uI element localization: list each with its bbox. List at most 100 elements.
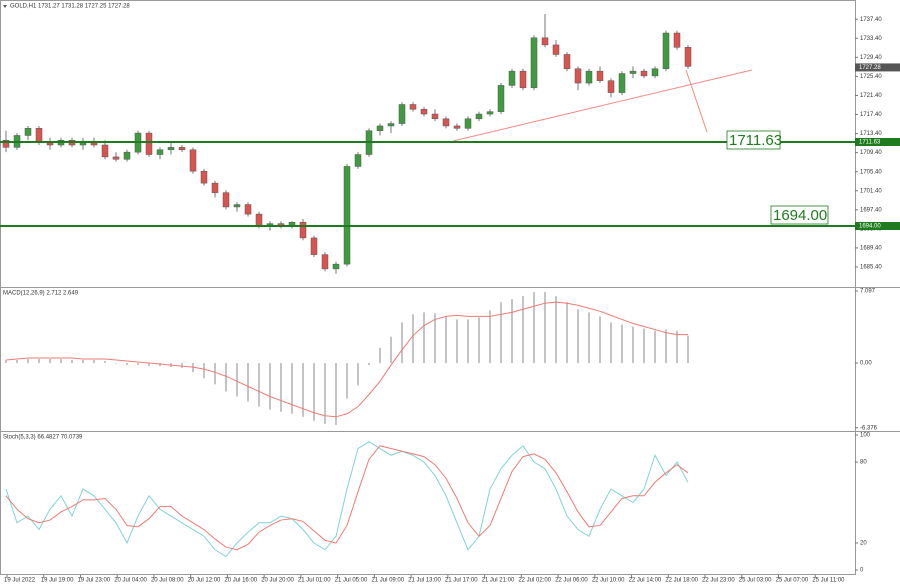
y-tick-label: 1705.40: [860, 169, 882, 175]
last-price-tag: [855, 63, 900, 72]
x-tick-label: 20 Jul 20:00: [261, 578, 294, 584]
candle-body: [420, 109, 428, 115]
candle-body: [321, 254, 329, 270]
macd-bar: [5, 360, 7, 364]
level-annotation: 1694.00: [773, 207, 827, 224]
x-tick-label: 20 Jul 12:00: [188, 578, 221, 584]
candle-body: [673, 32, 681, 48]
macd-bar: [665, 329, 667, 364]
macd-bar: [148, 363, 150, 367]
macd-bar: [412, 314, 414, 364]
macd-bar: [522, 296, 524, 364]
candle-body: [552, 44, 560, 55]
x-tick-label: 19 Jul 2022: [4, 578, 36, 584]
y-tick-label: -6.376: [860, 425, 878, 431]
level-tag-label: 1711.63: [859, 140, 881, 146]
macd-bar: [159, 363, 161, 367]
level-annotation-box: [770, 205, 829, 225]
macd-bar: [566, 302, 568, 364]
macd-bar: [104, 361, 106, 364]
macd-bar: [423, 312, 425, 364]
y-tick-label: 80: [860, 460, 867, 466]
candle-body: [651, 68, 659, 77]
x-tick-label: 22 Jul 02:00: [518, 578, 551, 584]
macd-bar: [599, 316, 601, 364]
x-tick-label: 25 Jul 03:00: [739, 578, 772, 584]
macd-bar: [137, 363, 139, 366]
level-tag: [855, 222, 900, 231]
macd-bar: [544, 292, 546, 364]
macd-bar: [313, 363, 315, 421]
candle-body: [343, 166, 351, 265]
x-tick-label: 20 Jul 04:00: [114, 578, 147, 584]
candle-body: [508, 70, 516, 86]
y-tick-label: 1737.40: [860, 17, 882, 23]
candle-body: [189, 149, 197, 172]
trend-line: [452, 69, 753, 142]
macd-bar: [676, 330, 678, 364]
y-tick-label: 1713.40: [860, 131, 882, 137]
candle-body: [442, 118, 450, 127]
candle-body: [618, 73, 626, 93]
candle-body: [662, 32, 670, 70]
x-tick-label: 21 Jul 13:00: [408, 578, 441, 584]
y-tick-label: 1709.40: [860, 150, 882, 156]
macd-bar: [269, 363, 271, 410]
macd-bar: [357, 363, 359, 386]
projection-arrow: [685, 69, 708, 133]
candle-body: [101, 144, 109, 158]
x-tick-label: 20 Jul 16:00: [224, 578, 257, 584]
x-tick-label: 21 Jul 09:00: [371, 578, 404, 584]
macd-bar: [643, 328, 645, 364]
y-tick-label: 1725.40: [860, 74, 882, 80]
candle-body: [431, 113, 439, 120]
y-tick-label: 0: [860, 568, 864, 574]
candle-body: [530, 37, 538, 89]
macd-bar: [280, 363, 282, 412]
y-tick-label: 1733.40: [860, 36, 882, 42]
candle-body: [24, 128, 32, 136]
candle-body: [497, 85, 505, 112]
x-tick-label: 19 Jul 19:00: [41, 578, 74, 584]
candle-body: [299, 221, 307, 239]
candle-body: [585, 70, 593, 84]
macd-bar: [27, 358, 29, 364]
y-tick-label: 1721.40: [860, 93, 882, 99]
symbol-icon: [3, 5, 7, 8]
candle-body: [541, 37, 549, 46]
macd-bar: [577, 309, 579, 364]
candle-body: [629, 70, 637, 74]
macd-bar: [368, 363, 370, 366]
x-tick-label: 21 Jul 21:00: [482, 578, 515, 584]
macd-bar: [203, 363, 205, 379]
level-tag-label: 1694.00: [859, 224, 881, 230]
candle-body: [156, 149, 164, 155]
macd-signal: [5, 301, 688, 418]
macd-bar: [456, 319, 458, 364]
y-tick-label: 100: [860, 433, 871, 439]
y-tick-label: 1717.40: [860, 112, 882, 118]
candle-body: [211, 182, 219, 193]
macd-title: MACD(12,26,9) 2.712 2.649: [3, 291, 79, 297]
y-tick-label: 1689.40: [860, 246, 882, 252]
macd-bar: [401, 322, 403, 364]
price-title: GOLD,H1 1731.27 1731.28 1727.25 1727.28: [10, 4, 130, 10]
last-price-label: 1727.28: [859, 65, 881, 71]
x-tick-label: 21 Jul 17:00: [445, 578, 478, 584]
macd-bar: [60, 358, 62, 364]
y-tick-label: 1697.40: [860, 207, 882, 213]
macd-bar: [38, 358, 40, 364]
macd-bar: [71, 360, 73, 364]
macd-bar: [478, 317, 480, 364]
macd-bar: [126, 363, 128, 366]
candle-body: [332, 263, 340, 270]
macd-bar: [500, 302, 502, 364]
macd-bar: [687, 335, 689, 364]
macd-bar: [82, 360, 84, 364]
x-tick-label: 22 Jul 23:00: [702, 578, 735, 584]
x-tick-label: 22 Jul 18:00: [665, 578, 698, 584]
macd-bar: [324, 363, 326, 424]
candle-body: [233, 204, 241, 208]
macd-bar: [181, 363, 183, 369]
